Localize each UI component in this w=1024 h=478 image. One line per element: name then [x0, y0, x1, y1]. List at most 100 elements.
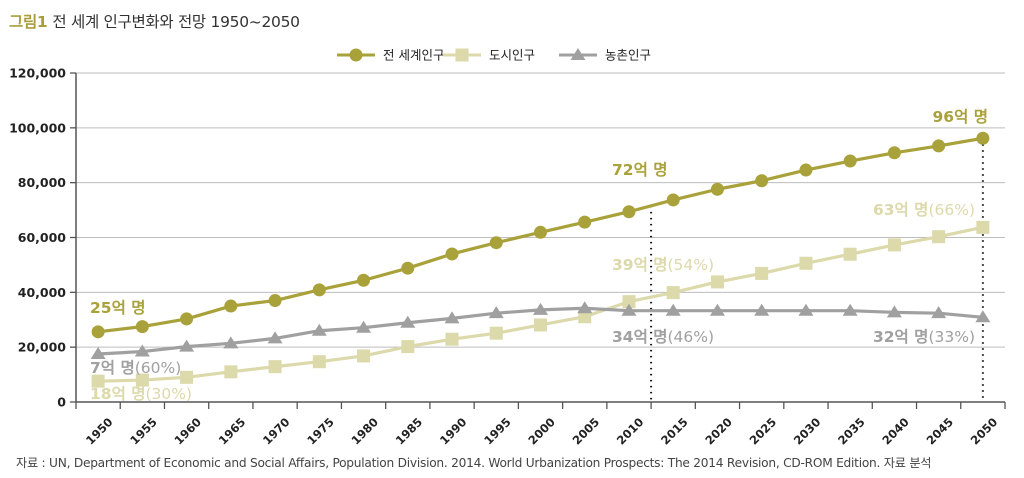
world-point	[887, 146, 901, 160]
rural-point	[886, 305, 902, 318]
y-tick-label: 100,000	[9, 120, 66, 135]
annotation-value: 39억 명	[612, 255, 668, 274]
urban-point	[578, 310, 592, 324]
rural-point	[709, 303, 725, 316]
world-point	[489, 236, 503, 250]
rural-point	[356, 320, 372, 333]
world-point	[224, 299, 238, 313]
rural-point	[533, 302, 548, 315]
world-point	[357, 273, 371, 287]
rural-point	[90, 347, 106, 360]
x-tick-label: 2005	[570, 415, 603, 448]
rural-point	[842, 303, 858, 316]
y-axis: 0 20,000 40,000 60,000 80,000 100,000 120,000	[9, 66, 77, 410]
urban-point	[312, 355, 326, 369]
world-point	[578, 215, 592, 229]
world-point	[666, 193, 680, 207]
x-tick-label: 2030	[791, 415, 824, 448]
urban-point	[224, 365, 238, 379]
annotation-urban: 39억 명(54%)	[612, 255, 714, 274]
annotation-world: 96억 명	[933, 107, 989, 126]
annotation-percent: (46%)	[668, 328, 715, 346]
annotation-world: 72억 명	[612, 160, 668, 179]
rural-point	[400, 315, 416, 328]
annotation-value: 34억 명	[612, 327, 668, 346]
x-tick-label: 2040	[879, 415, 912, 448]
rural-point	[577, 301, 593, 314]
annotation-percent: (66%)	[928, 201, 975, 219]
rural-point	[134, 344, 150, 357]
urban-point	[932, 230, 946, 244]
x-tick-label: 2020	[702, 415, 735, 448]
x-tick-label: 2035	[835, 415, 868, 448]
x-tick-label: 2025	[747, 415, 780, 448]
rural-point	[754, 303, 770, 316]
series-rural	[90, 301, 991, 360]
rural-point	[621, 303, 637, 316]
urban-point	[666, 286, 680, 300]
annotation-value: 32억 명	[873, 327, 929, 346]
legend-marker-square	[455, 48, 469, 62]
urban-point	[710, 275, 724, 289]
rural-point	[223, 336, 239, 349]
annotation-value: 18억 명	[90, 384, 146, 403]
rural-point	[488, 306, 504, 319]
x-tick-label: 2045	[924, 415, 957, 448]
world-point	[843, 154, 857, 168]
urban-point	[976, 220, 990, 234]
y-tick-label: 80,000	[18, 175, 67, 190]
series-world	[91, 131, 990, 339]
urban-point	[489, 326, 503, 340]
y-tick-label: 20,000	[18, 340, 67, 355]
urban-point	[91, 374, 105, 388]
x-tick-label: 2050	[968, 415, 1001, 448]
urban-point	[445, 332, 459, 346]
urban-point	[887, 238, 901, 252]
legend: 전 세계인구 도시인구 농촌인구	[337, 48, 651, 63]
source-note: 자료 : UN, Department of Economic and Soci…	[16, 456, 932, 470]
x-tick-label: 1975	[304, 415, 337, 448]
urban-point	[180, 370, 194, 384]
urban-point	[357, 349, 371, 363]
legend-label: 도시인구	[489, 48, 535, 63]
world-point	[622, 205, 636, 219]
world-point	[710, 182, 724, 196]
legend-item-rural: 농촌인구	[559, 48, 651, 63]
legend-item-urban: 도시인구	[443, 48, 535, 63]
rural-point	[798, 303, 814, 316]
world-point	[180, 312, 194, 326]
legend-label: 농촌인구	[605, 48, 651, 63]
urban-point	[534, 318, 547, 332]
annotation-urban: 18억 명(30%)	[90, 384, 192, 403]
urban-point	[622, 295, 636, 309]
world-point	[268, 294, 282, 308]
x-axis: 1950 1955 1960 1965 1970 1975 1980 1985 1990 1995…	[75, 401, 1006, 448]
rural-point	[444, 311, 460, 324]
x-tick-label: 1990	[437, 415, 470, 448]
y-tick-label: 60,000	[18, 230, 67, 245]
world-point	[312, 283, 326, 297]
legend-marker-circle	[349, 48, 363, 62]
annotation-world: 25억 명	[90, 298, 146, 317]
x-tick-label: 1955	[127, 415, 160, 448]
urban-point	[755, 266, 769, 280]
chart-title: 그림1 전 세계 인구변화와 전망 1950~2050	[9, 10, 300, 32]
annotation-percent: (54%)	[668, 256, 715, 274]
world-point	[445, 247, 459, 261]
x-tick-label: 1960	[171, 415, 204, 448]
rural-point	[267, 331, 283, 344]
figure-label: 그림1	[9, 13, 48, 31]
annotation-percent: (60%)	[135, 359, 182, 377]
title-text: 전 세계 인구변화와 전망 1950~2050	[52, 13, 300, 31]
world-point	[135, 320, 149, 334]
x-tick-label: 1985	[393, 415, 426, 448]
annotation-value: 72억 명	[612, 160, 668, 179]
urban-point	[799, 256, 813, 270]
annotation-urban: 63억 명(66%)	[873, 200, 975, 219]
annotation-rural: 7억 명(60%)	[90, 358, 181, 377]
rural-point	[931, 306, 947, 319]
world-point	[91, 325, 105, 339]
annotation-percent: (33%)	[928, 328, 975, 346]
urban-point	[268, 360, 282, 374]
